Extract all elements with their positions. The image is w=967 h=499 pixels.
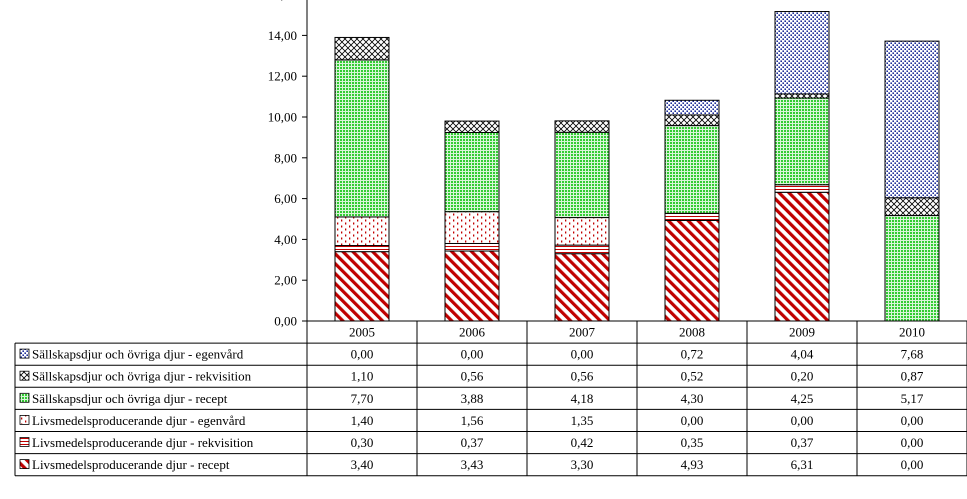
data-label: 6,31 [791,457,814,472]
y-tick-label: 2,00 [274,273,297,288]
data-label: 3,88 [461,391,484,406]
bar-segment-2007-series-5 [554,120,610,133]
data-label: 0,37 [791,435,814,450]
data-label: 4,25 [791,391,814,406]
bar-segment-2007-series-2 [554,244,610,255]
x-category-label: 2010 [899,325,925,340]
bar-segment-2010-series-4 [884,215,940,322]
bar-segment-2008-series-2 [664,212,720,221]
data-table: 2005 2006 2007 2008 2009 2010 Sällskapsdjur oc… [14,320,967,477]
plot-area: 0,00 2,00 4,00 6,00 8,00 10,00 12,00 14,00 16,00 [268,0,940,329]
data-label: 0,00 [901,413,924,428]
data-label: 0,00 [351,347,374,362]
bar-segment-2009-series-5 [774,93,830,99]
bar-segment-2008-series-6 [664,99,720,116]
data-label: 0,00 [571,347,594,362]
bar-segment-2008-series-1 [664,219,720,322]
bar-segment-2005-series-3 [334,216,390,247]
data-label: 7,68 [901,347,924,362]
bar-segment-2007-series-1 [554,253,610,322]
bar-segment-2009-series-1 [774,191,830,322]
bar-segment-2005-series-1 [334,251,390,322]
y-tick-label: 0,00 [274,314,297,329]
data-label: 0,00 [791,413,814,428]
data-label: 4,30 [681,391,704,406]
data-label: 1,40 [351,413,374,428]
data-label: 1,35 [571,413,594,428]
y-tick-label: 10,00 [268,110,297,125]
data-label: 0,30 [351,435,374,450]
data-label: 4,04 [791,347,814,362]
data-label: 0,37 [461,435,484,450]
bar-segment-2010-series-6 [884,40,940,199]
bar-segment-2009-series-2 [774,184,830,193]
y-tick-label: 12,00 [268,69,297,84]
legend-key [19,414,30,425]
data-label: 0,42 [571,435,594,450]
data-label: 1,56 [461,413,484,428]
y-tick-label: 8,00 [274,150,297,165]
y-tick-label: 6,00 [274,191,297,206]
legend-entry: Sällskapsdjur och övriga djur - egenvård [32,347,244,362]
data-label: 4,93 [681,457,704,472]
legend-entry: Livsmedelsproducerande djur - egenvård [32,413,246,428]
legend-entry: Sällskapsdjur och övriga djur - rekvisit… [32,369,252,384]
bar-segment-2005-series-4 [334,59,390,218]
bar-segment-2009-series-4 [774,97,830,186]
y-tick-label: 14,00 [268,28,297,43]
legend-key [19,459,30,470]
legend-key [19,392,30,403]
bar-segment-2005-series-5 [334,36,390,61]
x-category-label: 2006 [459,325,486,340]
bar-segment-2006-series-2 [444,242,500,252]
bar-segment-2009-series-6 [774,11,830,95]
data-label: 5,17 [901,391,924,406]
legend-key [19,437,30,447]
legend-key [19,370,30,381]
bar-segment-2008-series-5 [664,114,720,127]
x-category-label: 2009 [789,325,815,340]
legend-entry: Livsmedelsproducerande djur - rekvisitio… [32,435,254,450]
bar-segment-2007-series-4 [554,131,610,219]
data-label: 0,00 [461,347,484,362]
legend-entry: Sällskapsdjur och övriga djur - recept [32,391,228,406]
data-label: 0,00 [901,435,924,450]
data-label: 0,00 [901,457,924,472]
x-category-label: 2008 [679,325,705,340]
y-tick-label: 4,00 [274,232,297,247]
bar-segment-2006-series-1 [444,250,500,322]
bar-segment-2007-series-3 [554,217,610,246]
data-label: 0,56 [461,369,484,384]
bar-segment-2005-series-2 [334,245,390,253]
data-label: 0,72 [681,347,704,362]
x-category-label: 2005 [349,325,375,340]
legend-key [19,348,30,359]
y-tick-label: 16,00 [268,0,297,2]
x-category-label: 2007 [569,325,596,340]
bar-segment-2006-series-4 [444,132,500,213]
data-label: 3,30 [571,457,594,472]
bar-segment-2010-series-5 [884,197,940,217]
legend-entry: Livsmedelsproducerande djur - recept [32,457,230,472]
data-label: 3,40 [351,457,374,472]
data-label: 4,18 [571,391,594,406]
data-label: 0,87 [901,369,924,384]
data-label: 0,52 [681,369,704,384]
data-label: 0,20 [791,369,814,384]
data-label: 0,35 [681,435,704,450]
data-label: 3,43 [461,457,484,472]
data-label: 7,70 [351,391,374,406]
data-label: 0,56 [571,369,594,384]
bar-segment-2006-series-5 [444,120,500,134]
bar-segment-2006-series-3 [444,211,500,244]
data-label: 0,00 [681,413,704,428]
bar-segment-2008-series-4 [664,125,720,214]
data-label: 1,10 [351,369,374,384]
